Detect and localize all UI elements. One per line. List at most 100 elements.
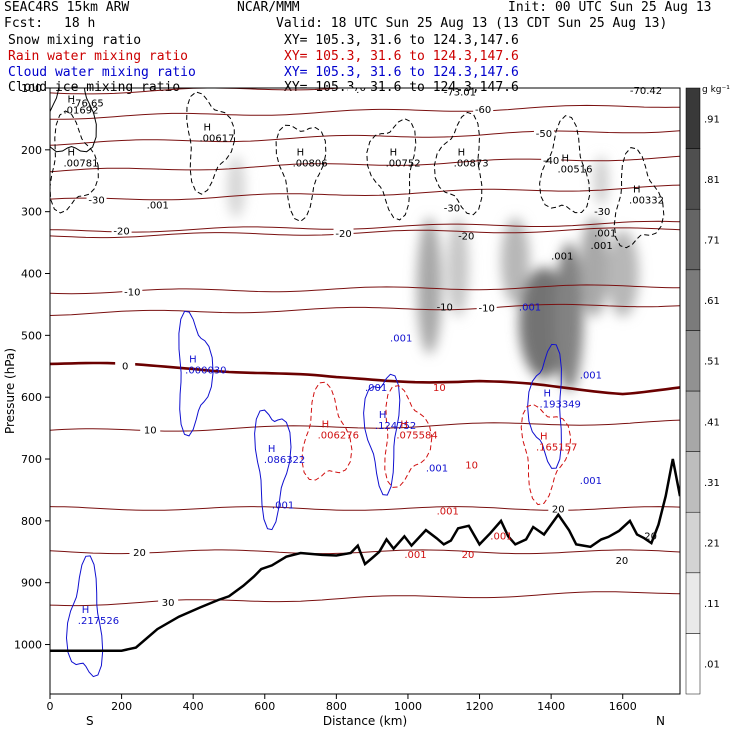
rain-contour-label: .001 bbox=[437, 507, 459, 518]
ice-contour-label: .001 bbox=[551, 251, 573, 262]
rain-contour-label: .001 bbox=[490, 531, 512, 542]
cloud-contour-label: .001 bbox=[580, 371, 602, 382]
ice-contour bbox=[186, 91, 235, 195]
isotherm-label-bg bbox=[140, 423, 161, 435]
cloud-max-marker: H bbox=[268, 444, 276, 455]
isotherm-label: -10 bbox=[479, 303, 495, 314]
y-tick-label: 800 bbox=[21, 515, 42, 528]
isotherm-label: 20 bbox=[552, 504, 565, 515]
snow-shading-layer bbox=[227, 156, 639, 391]
isotherm-label-bg bbox=[111, 224, 132, 236]
isotherm-label-bg bbox=[115, 359, 136, 371]
rain-max-marker: H bbox=[322, 419, 330, 430]
ice-max-value: .00806 bbox=[293, 158, 328, 169]
isotherm-line bbox=[50, 184, 680, 201]
isotherm-label-bg bbox=[476, 301, 497, 313]
ice-max-marker: H bbox=[67, 147, 75, 158]
rain-max-value: .006276 bbox=[318, 430, 359, 441]
ice-contour-label: -70.42 bbox=[630, 86, 662, 97]
colorbar-step bbox=[685, 148, 701, 210]
rain-contour-label: .001 bbox=[404, 550, 426, 561]
init-time: Init: 00 UTC Sun 25 Aug 13 bbox=[508, 0, 712, 15]
isotherm-label: 0 bbox=[122, 361, 128, 372]
ice-max-marker: H bbox=[633, 184, 641, 195]
rain-contour bbox=[520, 403, 572, 506]
x-tick-label: 1600 bbox=[609, 700, 637, 713]
cloud-contour bbox=[254, 409, 292, 531]
y-tick-label: 400 bbox=[21, 268, 42, 281]
snow-shading-blob bbox=[501, 217, 530, 305]
y-tick-label: 900 bbox=[21, 577, 42, 590]
ice-max-marker: H bbox=[390, 147, 398, 158]
colorbar: .01 .11 .21 .31 .41 .51 .61 .71 .81 .91 g kg⁻¹ bbox=[685, 85, 730, 695]
ice-contour bbox=[613, 147, 665, 249]
colorbar-tick-label: .01 bbox=[704, 660, 720, 671]
colorbar-tick-label: .51 bbox=[704, 357, 720, 368]
ice-contour-label: .001 bbox=[147, 201, 169, 212]
colorbar-step bbox=[685, 633, 701, 695]
colorbar-step bbox=[685, 511, 701, 574]
cloud-max-marker: H bbox=[544, 388, 552, 399]
ice-contour bbox=[433, 111, 483, 216]
freezing-level-line bbox=[50, 361, 680, 396]
x-tick-label: 800 bbox=[326, 700, 347, 713]
snow-shading-blob bbox=[594, 156, 609, 206]
isotherm-label: 20 bbox=[133, 548, 146, 559]
ice-max-marker: H bbox=[297, 147, 305, 158]
snow-max-marker: H bbox=[67, 95, 75, 106]
isotherm-line bbox=[50, 591, 680, 607]
isotherm-label: 30 bbox=[162, 598, 175, 609]
isotherm-label: -70 bbox=[350, 83, 366, 94]
y-tick-label: 700 bbox=[21, 453, 42, 466]
colorbar-step bbox=[685, 87, 701, 149]
x-tick-label: 1000 bbox=[394, 700, 422, 713]
cloud-max-value: .000030 bbox=[185, 365, 226, 376]
isotherm-label: 10 bbox=[144, 426, 157, 437]
y-tick-label: 300 bbox=[21, 206, 42, 219]
cloud-max-value: .086322 bbox=[264, 455, 305, 466]
ice-max-marker: H bbox=[204, 123, 212, 134]
rain-contour-label: 20 bbox=[462, 550, 475, 561]
snow-shading-blob bbox=[416, 217, 442, 354]
field-label-cloud-water: Cloud water mixing ratio bbox=[8, 65, 196, 80]
cloud-max-marker: H bbox=[189, 354, 197, 365]
y-tick-label: 1000 bbox=[14, 639, 42, 652]
field-xy-snow: XY= 105.3, 31.6 to 124.3,147.6 bbox=[284, 33, 519, 48]
snow-contour bbox=[50, 88, 97, 153]
chart-label-layer: H.01692H.00781H.00617H.00806H.00752H.008… bbox=[63, 86, 664, 627]
ice-contour-label: 20 bbox=[644, 531, 657, 542]
valid-time: Valid: 18 UTC Sun 25 Aug 13 (13 CDT Sun … bbox=[276, 16, 668, 31]
forecast-label: Fcst: bbox=[4, 16, 44, 31]
isotherm-line bbox=[50, 549, 680, 555]
isotherm-label: -50 bbox=[536, 129, 552, 140]
y-tick-label: 500 bbox=[21, 329, 42, 342]
colorbar-tick-label: .81 bbox=[704, 175, 720, 186]
terrain-layer bbox=[50, 458, 680, 652]
cloud-contour bbox=[178, 310, 214, 437]
rain-contour bbox=[301, 381, 353, 481]
cloud-contour-label: .001 bbox=[272, 500, 294, 511]
cloud-contour bbox=[363, 373, 401, 496]
isotherm-label-bg bbox=[333, 226, 354, 238]
isotherm-label-bg bbox=[158, 596, 179, 608]
temperature-isotherm-layer: -70 -60 -50 -40 -30 -20 -20 -10 -10 0 10 20 20 30 bbox=[50, 83, 680, 609]
snow-shading-blob bbox=[554, 242, 584, 391]
terrain-line bbox=[50, 458, 680, 652]
ice-max-value: .00617 bbox=[200, 134, 235, 145]
isotherm-label-bg bbox=[548, 502, 569, 514]
rain-contour-label: 10 bbox=[433, 383, 446, 394]
x-tick-label: 200 bbox=[111, 700, 132, 713]
x-tick-label: 1200 bbox=[466, 700, 494, 713]
ice-contour bbox=[539, 115, 591, 214]
x-tick-label: 0 bbox=[47, 700, 54, 713]
ice-contour bbox=[50, 110, 99, 214]
ice-contour bbox=[275, 124, 327, 222]
colorbar-tick-label: .31 bbox=[704, 478, 720, 489]
ice-contour-label: .001 bbox=[591, 241, 613, 252]
colorbar-step bbox=[685, 390, 701, 452]
isotherm-label: -20 bbox=[113, 226, 129, 237]
x-tick-label: 600 bbox=[254, 700, 275, 713]
isotherm-label-bg bbox=[129, 545, 150, 557]
isotherm-line bbox=[50, 88, 348, 95]
